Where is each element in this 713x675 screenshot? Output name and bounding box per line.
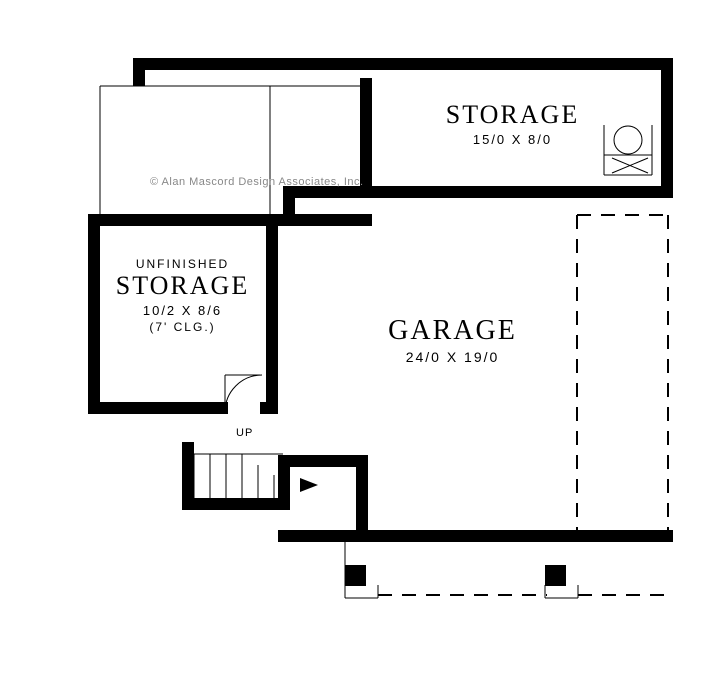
- room-storage-top: STORAGE 15/0 X 8/0: [390, 100, 635, 147]
- room-storage-left: UNFINISHED STORAGE 10/2 X 8/6 (7' CLG.): [105, 255, 260, 334]
- room-garage: GARAGE 24/0 X 19/0: [335, 315, 570, 365]
- copyright-text: © Alan Mascord Design Associates, Inc.: [150, 172, 364, 190]
- up-label: UP: [236, 427, 253, 439]
